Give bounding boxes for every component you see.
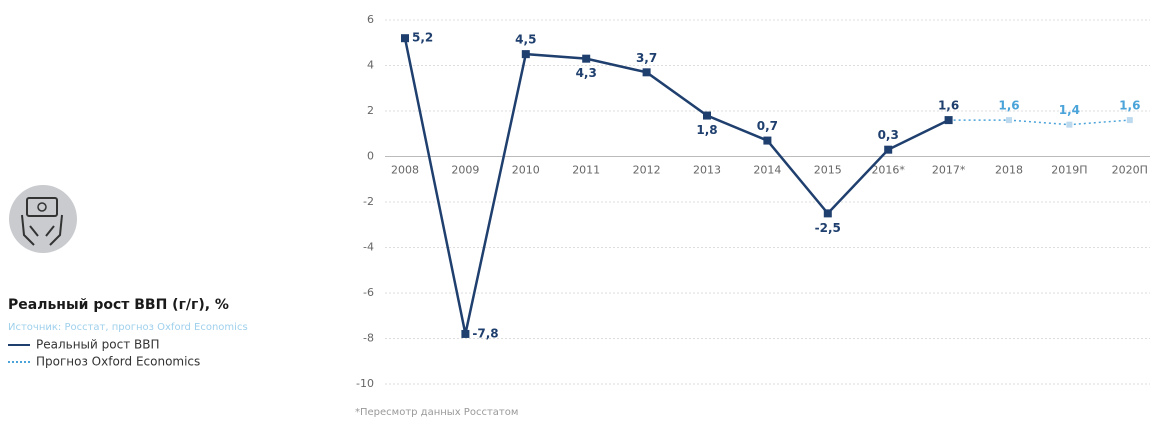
y-tick-label: 0 [367,150,374,163]
series-line [403,37,950,335]
x-tick-label: 2020П [1112,164,1148,177]
data-label: 5,2 [412,31,433,45]
x-tick-label: 2011 [572,164,600,177]
x-tick-label: 2012 [633,164,661,177]
chart-title: Реальный рост ВВП (г/г), % [8,297,229,313]
data-label: 1,6 [998,99,1019,113]
x-tick-label: 2016* [871,164,905,177]
x-tick-label: 2014 [753,164,781,177]
icon [9,185,77,253]
data-point [582,54,591,63]
data-point [1006,117,1012,124]
data-point [521,50,530,59]
data-label: 1,4 [1059,103,1080,117]
y-tick-label: -4 [363,241,374,254]
data-label: 1,6 [1119,99,1140,113]
y-tick-label: -2 [363,195,374,208]
data-point [461,329,470,338]
x-tick-label: 2010 [512,164,540,177]
data-point [1126,117,1133,124]
data-label: 0,7 [757,119,778,133]
data-label: 4,5 [515,33,536,47]
legend-label: Прогноз Oxford Economics [36,355,200,369]
x-tick-label: 2017* [932,164,966,177]
y-tick-label: -10 [356,377,374,390]
x-tick-label: 2013 [693,164,721,177]
data-point [763,136,772,145]
footnote: *Пересмотр данных Росстатом [355,407,518,418]
y-tick-label: -8 [363,332,374,345]
chart-subtitle: Источник: Росстат, прогноз Oxford Econom… [8,322,248,333]
data-label: 3,7 [636,51,657,65]
data-label: -2,5 [815,221,841,235]
x-tick-label: 2018 [995,164,1023,177]
data-point [401,34,409,43]
data-label: 4,3 [576,66,597,80]
y-tick-label: 4 [367,59,374,72]
data-point [642,68,651,77]
data-label: -7,8 [472,326,498,340]
x-tick-label: 2008 [391,164,419,177]
data-label: 0,3 [878,128,899,142]
data-point [823,209,832,218]
x-tick-label: 2015 [814,164,842,177]
x-tick-label: 2009 [451,164,479,177]
legend-label: Реальный рост ВВП [36,338,160,352]
x-tick-label: 2019П [1051,164,1087,177]
data-label: 1,8 [696,123,717,137]
data-point [884,145,893,154]
data-point [944,116,953,125]
y-tick-label: 2 [367,104,374,117]
data-label: 1,6 [938,99,959,113]
data-point [703,111,711,120]
y-tick-label: 6 [367,13,374,26]
y-tick-label: -6 [363,286,374,299]
data-point [1066,121,1073,128]
